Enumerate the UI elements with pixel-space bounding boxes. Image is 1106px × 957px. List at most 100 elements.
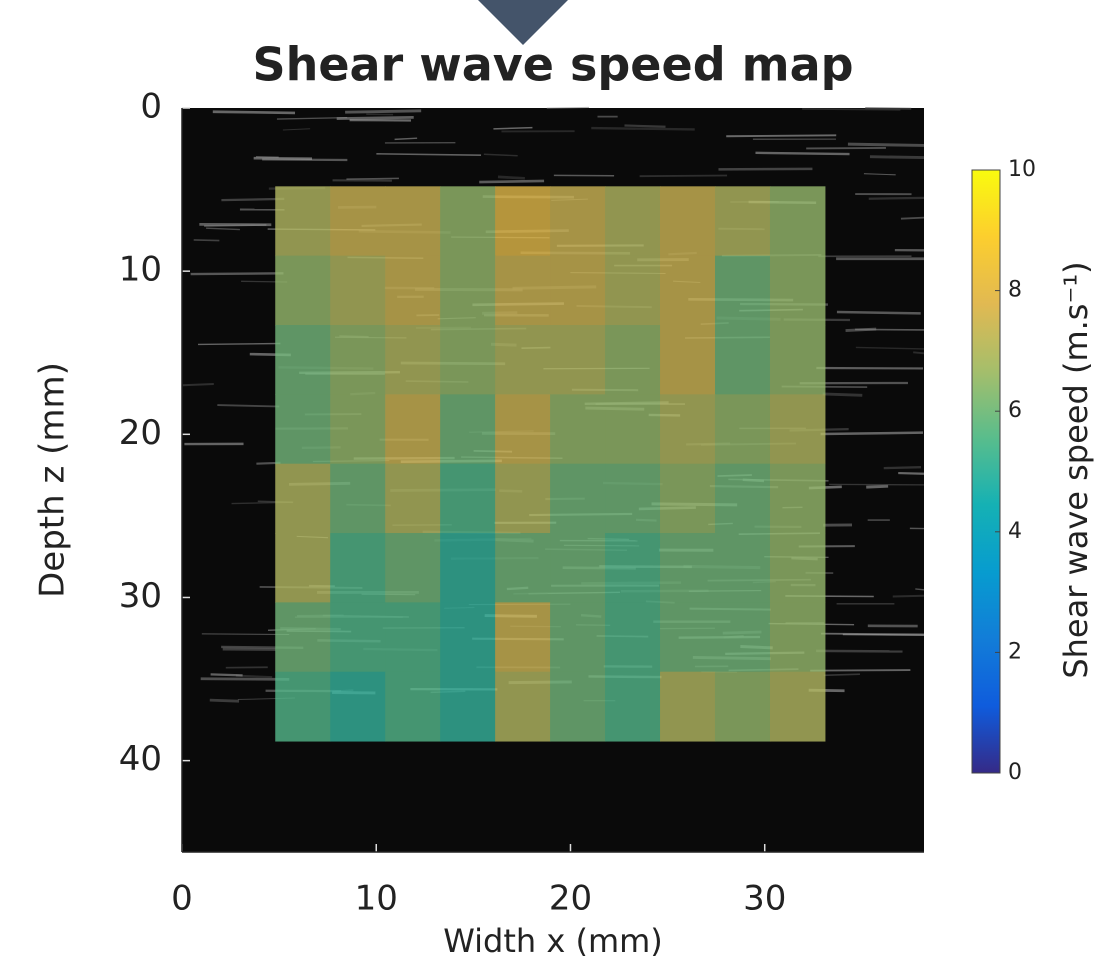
heatmap-cell — [330, 463, 386, 534]
speckle — [866, 484, 889, 489]
heatmap-cell — [385, 325, 441, 395]
y-tick-label: 10 — [119, 250, 162, 290]
speckle — [336, 115, 414, 120]
heatmap-cell — [495, 186, 551, 257]
x-axis-label: Width x (mm) — [443, 922, 663, 957]
speckle — [915, 588, 925, 591]
heatmap-cell — [330, 602, 386, 673]
heatmap-cell — [714, 602, 771, 673]
speckle — [883, 466, 922, 470]
colorbar-tick-label: 6 — [1008, 398, 1022, 423]
heatmap-cell — [330, 394, 386, 465]
heatmap-cell — [714, 255, 771, 326]
heatmap-cell — [550, 463, 606, 534]
heatmap-cell — [385, 602, 441, 673]
speckle — [209, 698, 240, 703]
speckle — [546, 106, 590, 109]
heatmap-cell — [440, 394, 496, 465]
heatmap-cell — [275, 463, 331, 534]
speckle — [193, 239, 220, 242]
speckle — [479, 179, 545, 184]
y-tick-label: 20 — [119, 413, 162, 453]
heatmap-cell — [275, 394, 331, 465]
heatmap-cell — [330, 533, 386, 603]
heatmap-cell — [330, 186, 386, 257]
colorbar-tick-label: 8 — [1008, 278, 1022, 303]
y-axis-label: Depth z (mm) — [33, 362, 73, 598]
heatmap-cell — [769, 463, 826, 534]
heatmap-cell — [769, 186, 826, 257]
heatmap-cell — [440, 325, 496, 395]
y-tick-label: 30 — [119, 576, 162, 616]
speckle — [376, 153, 482, 156]
speckle — [892, 594, 925, 598]
x-tick-label: 10 — [355, 879, 398, 919]
speckle — [217, 404, 280, 408]
x-tick-label: 30 — [743, 879, 786, 919]
heatmap-cell — [769, 255, 826, 326]
heatmap-cell — [769, 325, 826, 395]
x-tick-label: 0 — [171, 879, 193, 919]
speckle — [847, 142, 925, 147]
speckle — [276, 116, 348, 120]
colorbar-tick-label: 10 — [1008, 157, 1036, 182]
speckle — [823, 673, 860, 677]
chart-title: Shear wave speed map — [252, 38, 853, 92]
heatmap-cell — [769, 671, 826, 742]
colorbar-tick-label: 4 — [1008, 519, 1022, 544]
speckle — [810, 669, 911, 672]
heatmap-cell — [550, 325, 606, 395]
speckle — [210, 673, 243, 677]
heatmap-cell — [769, 394, 826, 465]
heatmap-cell — [660, 671, 716, 742]
heatmap-cell — [440, 463, 496, 534]
speckle — [591, 126, 695, 131]
speckle — [820, 431, 923, 436]
heatmap-cell — [275, 671, 331, 742]
speckle — [198, 342, 281, 346]
speckle — [855, 346, 925, 350]
heatmap-cell — [769, 533, 826, 603]
colorbar-label: Shear wave speed (m.s⁻¹) — [1057, 261, 1095, 678]
heatmap-cell — [550, 533, 606, 603]
heatmap-cell — [605, 671, 661, 742]
heatmap-cell — [385, 255, 441, 326]
heatmap-cell — [660, 255, 716, 326]
heatmap-cell — [605, 325, 661, 395]
speckle — [182, 382, 214, 387]
heatmap-cell — [550, 671, 606, 742]
speckle — [206, 227, 240, 231]
heatmap-cell — [660, 602, 716, 673]
heatmap-cell — [330, 255, 386, 326]
heatmap-cell — [660, 394, 716, 465]
speckle — [806, 146, 886, 150]
speckle — [855, 328, 925, 331]
speckle — [868, 196, 925, 200]
heatmap-cell — [714, 671, 771, 742]
heatmap-cell — [660, 533, 716, 603]
heatmap-cell — [605, 186, 661, 257]
heatmap-cell — [495, 255, 551, 326]
speckle — [394, 137, 418, 141]
heatmap-cell — [495, 463, 551, 534]
heatmap-cell — [550, 255, 606, 326]
heatmap-cell — [495, 671, 551, 742]
heatmap-cell — [330, 671, 386, 742]
speckle — [493, 126, 533, 130]
speckle — [863, 173, 896, 176]
speckle — [345, 109, 422, 114]
heatmap-cell — [660, 463, 716, 534]
heatmap-cell — [769, 602, 826, 673]
heatmap-cell — [550, 186, 606, 257]
speckle — [869, 155, 925, 160]
speckle — [212, 110, 296, 115]
heatmap-cell — [385, 463, 441, 534]
heatmap-cell — [605, 463, 661, 534]
speckle — [865, 107, 912, 110]
speckle — [913, 351, 925, 355]
x-tick-label: 20 — [549, 879, 592, 919]
heatmap-cell — [330, 325, 386, 395]
heatmap-cell — [495, 602, 551, 673]
heatmap-cell — [605, 255, 661, 326]
